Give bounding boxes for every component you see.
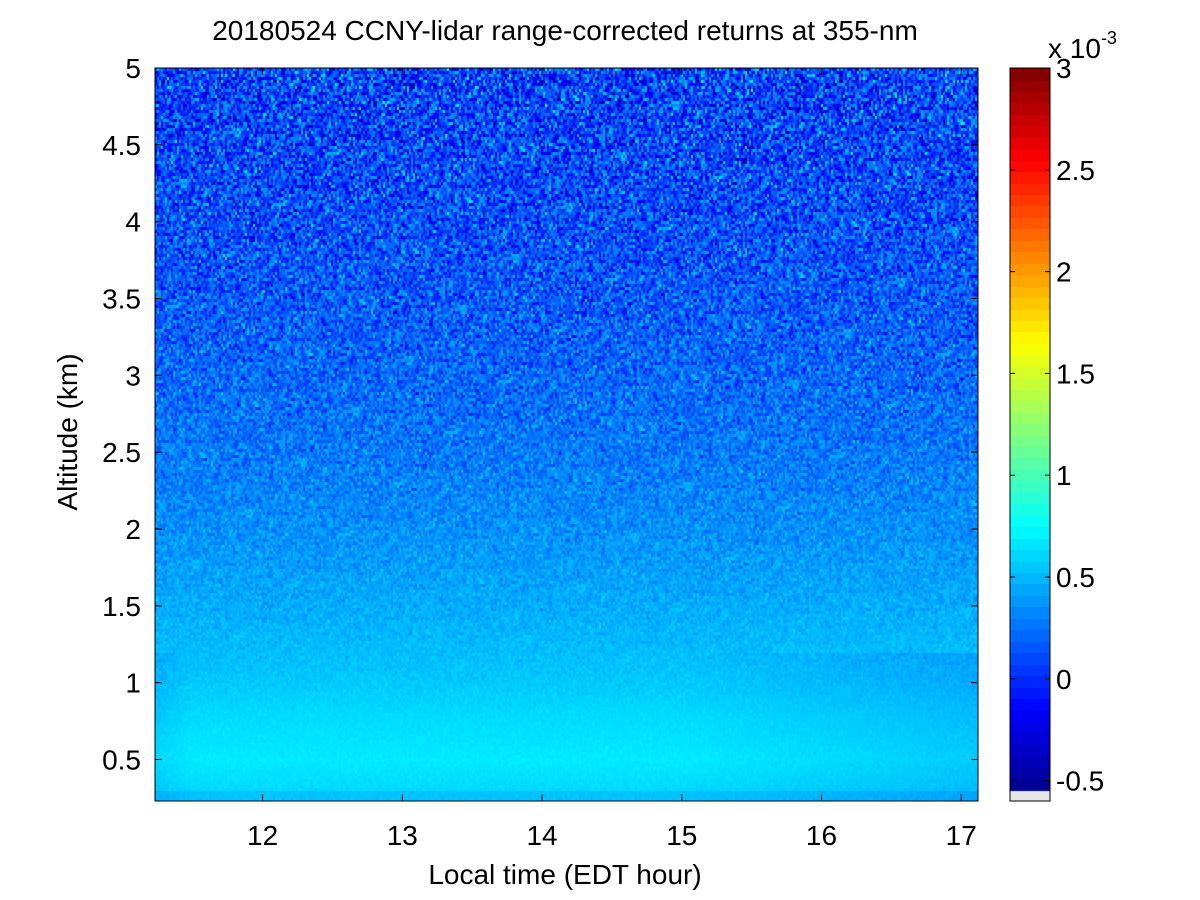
y-tick-label: 4.5 <box>102 130 141 161</box>
colorbar-tick-label: 3 <box>1056 53 1072 84</box>
y-tick-label: 5 <box>125 53 141 84</box>
colorbar-exponent: x 10-3 <box>1048 28 1117 64</box>
colorbar-tick-label: 1.5 <box>1056 358 1095 389</box>
y-tick-label: 4 <box>125 207 141 238</box>
colorbar-tick-label: 0 <box>1056 664 1072 695</box>
colorbar-gradient <box>1010 68 1050 801</box>
colorbar-exponent-base: x 10 <box>1048 33 1101 64</box>
x-axis-label: Local time (EDT hour) <box>428 859 701 890</box>
plot-area <box>154 67 979 802</box>
x-tick-label: 13 <box>387 820 418 851</box>
x-axis: 12 13 14 15 16 17 <box>247 68 977 851</box>
colorbar-tick-label: 2.5 <box>1056 155 1095 186</box>
y-tick-label: 1.5 <box>102 591 141 622</box>
colorbar-exponent-power: -3 <box>1101 28 1117 48</box>
x-tick-label: 17 <box>946 820 977 851</box>
y-axis: 0.5 1 1.5 2 2.5 3 3.5 4 4.5 5 <box>102 53 978 776</box>
colorbar-tick-label: 0.5 <box>1056 562 1095 593</box>
colorbar-tick-label: -0.5 <box>1056 766 1104 797</box>
colorbar-tick-label: 2 <box>1056 257 1072 288</box>
y-tick-label: 3.5 <box>102 284 141 315</box>
y-tick-label: 1 <box>125 668 141 699</box>
x-tick-label: 15 <box>666 820 697 851</box>
y-tick-label: 2.5 <box>102 437 141 468</box>
x-tick-label: 16 <box>806 820 837 851</box>
y-tick-label: 3 <box>125 360 141 391</box>
y-tick-label: 0.5 <box>102 745 141 776</box>
colorbar-ticks: -0.5 0 0.5 1 1.5 2 2.5 3 <box>1010 53 1104 797</box>
y-tick-label: 2 <box>125 514 141 545</box>
heatmap-image <box>155 68 978 801</box>
colorbar-tick-label: 1 <box>1056 460 1072 491</box>
x-tick-label: 12 <box>247 820 278 851</box>
chart-title: 20180524 CCNY-lidar range-corrected retu… <box>212 15 918 46</box>
plot-frame <box>154 67 979 802</box>
colorbar-frame <box>1009 67 1051 802</box>
x-tick-label: 14 <box>526 820 557 851</box>
y-axis-label: Altitude (km) <box>52 353 83 510</box>
colorbar: -0.5 0 0.5 1 1.5 2 2.5 3 x 10-3 <box>1009 28 1117 802</box>
